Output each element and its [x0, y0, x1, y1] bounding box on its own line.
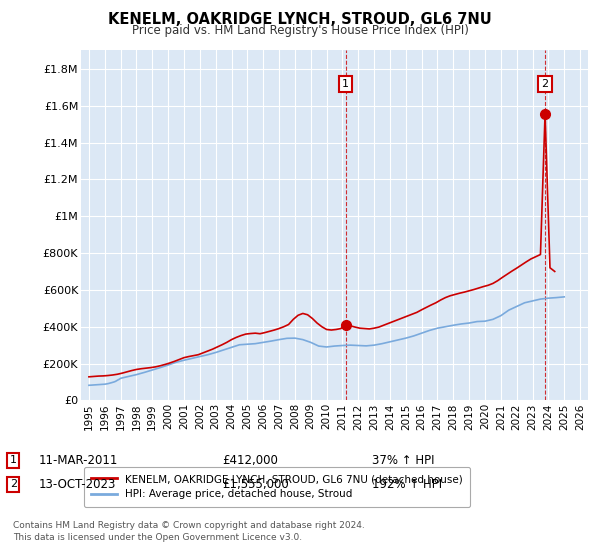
Text: 1: 1	[342, 78, 349, 88]
Text: Price paid vs. HM Land Registry's House Price Index (HPI): Price paid vs. HM Land Registry's House …	[131, 24, 469, 36]
Text: £412,000: £412,000	[222, 454, 278, 467]
Text: Contains HM Land Registry data © Crown copyright and database right 2024.: Contains HM Land Registry data © Crown c…	[13, 521, 365, 530]
Text: 2: 2	[542, 78, 548, 88]
Text: 37% ↑ HPI: 37% ↑ HPI	[372, 454, 434, 467]
Text: 11-MAR-2011: 11-MAR-2011	[39, 454, 118, 467]
Text: 1: 1	[10, 455, 17, 465]
Legend: KENELM, OAKRIDGE LYNCH, STROUD, GL6 7NU (detached house), HPI: Average price, de: KENELM, OAKRIDGE LYNCH, STROUD, GL6 7NU …	[83, 467, 470, 507]
Text: KENELM, OAKRIDGE LYNCH, STROUD, GL6 7NU: KENELM, OAKRIDGE LYNCH, STROUD, GL6 7NU	[108, 12, 492, 27]
Text: This data is licensed under the Open Government Licence v3.0.: This data is licensed under the Open Gov…	[13, 533, 302, 542]
Text: 2: 2	[10, 479, 17, 489]
Text: £1,555,000: £1,555,000	[222, 478, 289, 491]
Text: 13-OCT-2023: 13-OCT-2023	[39, 478, 116, 491]
Text: 192% ↑ HPI: 192% ↑ HPI	[372, 478, 442, 491]
